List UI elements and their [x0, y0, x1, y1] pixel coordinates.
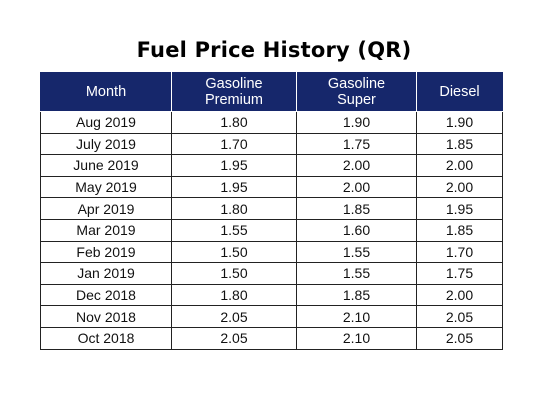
cell-gasoline-premium: 1.50	[171, 240, 297, 264]
header-diesel-label: Diesel	[439, 84, 480, 100]
cell-gasoline-super: 2.00	[296, 154, 417, 177]
cell-month: Apr 2019	[40, 197, 172, 220]
cell-month: Dec 2018	[40, 283, 172, 307]
cell-diesel: 1.85	[416, 218, 503, 242]
header-gasoline-super: Gasoline Super	[296, 72, 417, 112]
header-row: Month Gasoline Premium Gasoline Super Di…	[40, 72, 503, 112]
cell-gasoline-super: 2.10	[296, 326, 417, 350]
cell-gasoline-premium: 1.70	[171, 132, 297, 156]
header-gasoline-super-line2: Super	[337, 92, 376, 108]
table-row: Mar 2019 1.55 1.60 1.85	[40, 218, 503, 242]
cell-diesel: 2.00	[416, 175, 503, 199]
cell-gasoline-super: 1.85	[296, 197, 417, 220]
table-row: July 2019 1.70 1.75 1.85	[40, 132, 503, 156]
cell-gasoline-super: 1.75	[296, 132, 417, 156]
table-row: Aug 2019 1.80 1.90 1.90	[40, 111, 503, 134]
header-month-label: Month	[85, 84, 127, 100]
cell-month: Jan 2019	[40, 262, 172, 285]
cell-month: Aug 2019	[40, 111, 172, 134]
cell-diesel: 2.05	[416, 305, 503, 328]
cell-gasoline-super: 2.10	[296, 305, 417, 328]
header-gasoline-premium: Gasoline Premium	[171, 72, 297, 112]
cell-gasoline-premium: 1.50	[171, 262, 297, 285]
cell-gasoline-super: 2.00	[296, 175, 417, 199]
cell-diesel: 1.75	[416, 262, 503, 285]
cell-gasoline-super: 1.60	[296, 218, 417, 242]
cell-month: June 2019	[40, 154, 172, 177]
page-title: Fuel Price History (QR)	[136, 38, 412, 62]
header-gasoline-premium-line1: Gasoline	[205, 76, 263, 92]
table-row: May 2019 1.95 2.00 2.00	[40, 175, 503, 199]
table-header: Month Gasoline Premium Gasoline Super Di…	[40, 72, 503, 112]
cell-diesel: 2.05	[416, 326, 503, 350]
table-row: Jan 2019 1.50 1.55 1.75	[40, 262, 503, 285]
cell-diesel: 2.00	[416, 154, 503, 177]
header-month: Month	[40, 72, 172, 112]
cell-month: July 2019	[40, 132, 172, 156]
table-row: Nov 2018 2.05 2.10 2.05	[40, 305, 503, 328]
header-diesel: Diesel	[416, 72, 503, 112]
cell-diesel: 1.90	[416, 111, 503, 134]
cell-month: Nov 2018	[40, 305, 172, 328]
header-gasoline-super-line1: Gasoline	[327, 76, 386, 92]
cell-diesel: 1.85	[416, 132, 503, 156]
table-row: Oct 2018 2.05 2.10 2.05	[40, 326, 503, 350]
cell-gasoline-premium: 1.95	[171, 175, 297, 199]
cell-diesel: 1.70	[416, 240, 503, 264]
cell-gasoline-super: 1.55	[296, 262, 417, 285]
cell-gasoline-premium: 1.80	[171, 283, 297, 307]
table-row: Feb 2019 1.50 1.55 1.70	[40, 240, 503, 264]
cell-gasoline-super: 1.90	[296, 111, 417, 134]
cell-gasoline-super: 1.85	[296, 283, 417, 307]
cell-month: Mar 2019	[40, 218, 172, 242]
table-row: June 2019 1.95 2.00 2.00	[40, 154, 503, 177]
cell-month: Oct 2018	[40, 326, 172, 350]
cell-gasoline-premium: 1.55	[171, 218, 297, 242]
cell-gasoline-premium: 2.05	[171, 326, 297, 350]
cell-diesel: 2.00	[416, 283, 503, 307]
table-row: Dec 2018 1.80 1.85 2.00	[40, 283, 503, 307]
cell-gasoline-premium: 1.80	[171, 197, 297, 220]
cell-month: May 2019	[40, 175, 172, 199]
cell-gasoline-premium: 1.80	[171, 111, 297, 134]
cell-gasoline-premium: 1.95	[171, 154, 297, 177]
table-row: Apr 2019 1.80 1.85 1.95	[40, 197, 503, 220]
cell-gasoline-super: 1.55	[296, 240, 417, 264]
table-body: Aug 2019 1.80 1.90 1.90 July 2019 1.70 1…	[40, 111, 503, 350]
fuel-price-table: Month Gasoline Premium Gasoline Super Di…	[40, 72, 503, 350]
header-gasoline-premium-line2: Premium	[204, 92, 263, 108]
cell-diesel: 1.95	[416, 197, 503, 220]
cell-month: Feb 2019	[40, 240, 172, 264]
cell-gasoline-premium: 2.05	[171, 305, 297, 328]
